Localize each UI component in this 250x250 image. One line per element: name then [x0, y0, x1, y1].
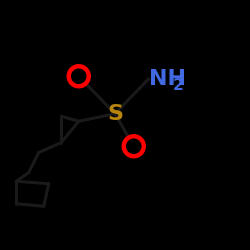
Circle shape	[69, 66, 89, 86]
Text: 2: 2	[172, 78, 183, 92]
Circle shape	[124, 136, 144, 156]
Text: S: S	[107, 104, 123, 124]
Text: NH: NH	[149, 69, 186, 89]
